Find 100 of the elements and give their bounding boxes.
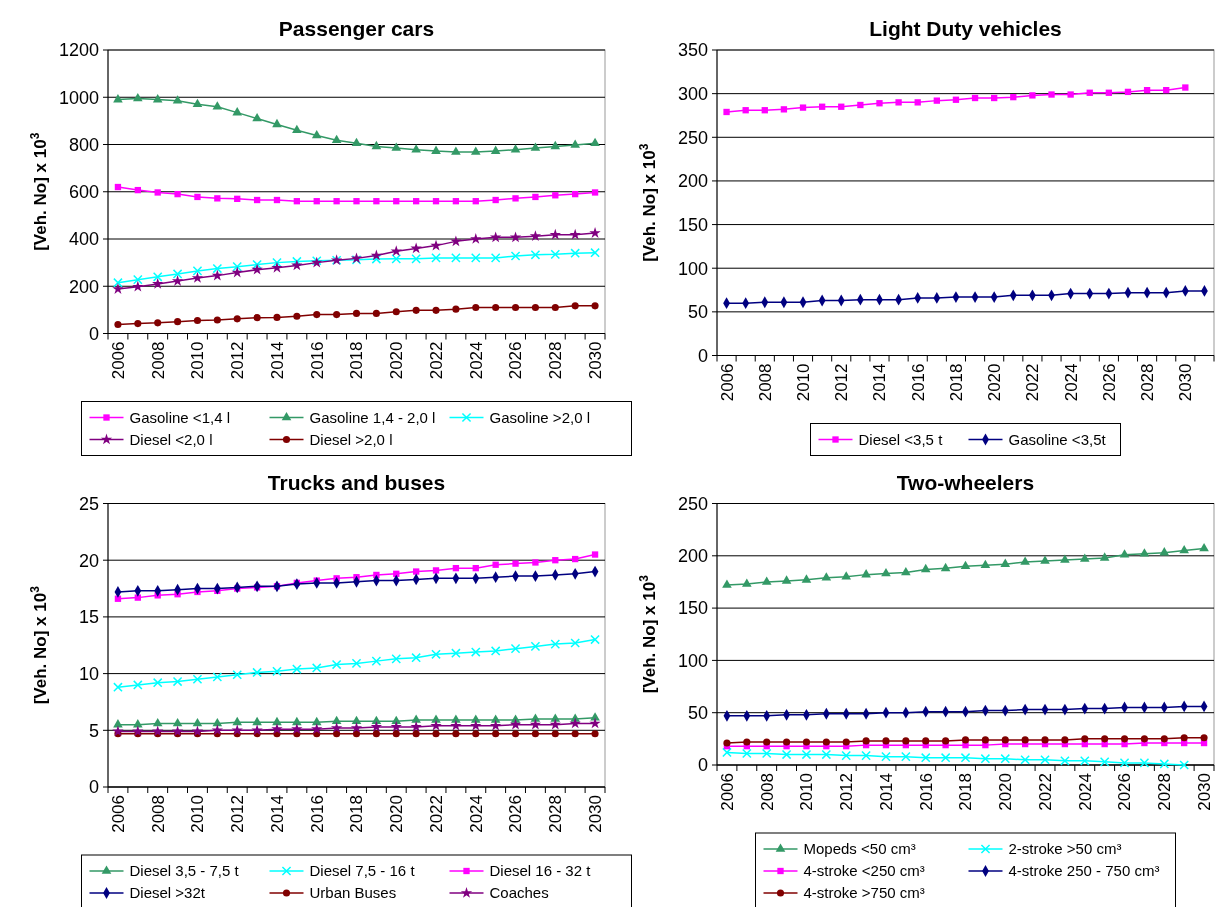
y-tick-label: 50 [687,302,708,323]
x-tick-label: 2008 [148,341,168,380]
y-tick-label: 600 [68,182,99,203]
x-tick-label: 2022 [426,341,446,380]
x-tick-label: 2030 [586,341,606,380]
x-tick-label: 2008 [757,773,777,811]
x-tick-label: 2018 [347,795,367,833]
y-tick-label: 350 [677,40,708,61]
x-tick-label: 2012 [832,363,852,402]
y-tick-label: 250 [677,493,708,514]
legend-label: Diesel 7,5 - 16 t [309,862,416,880]
y-tick-label: 200 [677,171,708,192]
y-tick-label: 100 [677,258,708,279]
x-tick-label: 2016 [908,363,928,402]
x-tick-label: 2014 [870,363,890,402]
y-tick-label: 0 [697,345,708,366]
legend-label: Diesel >32t [129,884,206,902]
x-tick-label: 2024 [466,795,486,833]
legend-label: Gasoline <1,4 l [129,408,230,426]
legend-label: Coaches [489,884,549,902]
y-tick-label: 300 [677,83,708,104]
x-tick-label: 2026 [1099,363,1119,402]
y-tick-label: 0 [88,323,99,344]
chart-title: Trucks and buses [267,470,446,494]
x-tick-label: 2020 [387,795,407,833]
x-tick-label: 2006 [108,341,128,380]
x-tick-label: 2022 [426,795,446,833]
legend-label: Mopeds <50 cm³ [803,840,916,858]
legend-label: 4-stroke >750 cm³ [803,884,925,902]
y-tick-label: 25 [78,493,99,514]
x-tick-label: 2018 [956,773,976,811]
y-tick-label: 200 [68,276,99,297]
x-tick-label: 2018 [946,363,966,402]
x-tick-label: 2014 [267,341,287,380]
y-tick-label: 200 [677,546,708,567]
y-tick-label: 800 [68,134,99,155]
y-tick-label: 0 [697,755,708,776]
x-tick-label: 2024 [1075,773,1095,811]
x-tick-label: 2028 [546,795,566,833]
x-tick-label: 2022 [1023,363,1043,402]
y-tick-label: 150 [677,598,708,619]
x-tick-label: 2030 [1176,363,1196,402]
y-tick-label: 100 [677,650,708,671]
x-tick-label: 2006 [717,773,737,811]
x-tick-label: 2006 [717,363,737,402]
y-tick-label: 15 [78,607,99,628]
x-tick-label: 2016 [307,795,327,833]
x-tick-label: 2006 [108,795,128,833]
legend-label: Gasoline <3,5t [1008,430,1107,448]
y-tick-label: 400 [68,229,99,250]
legend-label: Urban Buses [309,884,397,902]
x-tick-label: 2014 [876,773,896,811]
x-tick-label: 2024 [466,341,486,380]
x-tick-label: 2012 [228,795,248,833]
x-tick-label: 2016 [307,341,327,380]
x-tick-label: 2020 [387,341,407,380]
x-tick-label: 2010 [793,363,813,402]
y-tick-label: 1200 [58,40,99,61]
x-tick-label: 2008 [148,795,168,833]
x-tick-label: 2016 [916,773,936,811]
y-tick-label: 10 [78,663,99,684]
y-tick-label: 1000 [58,87,99,108]
x-tick-label: 2010 [188,341,208,380]
x-tick-label: 2028 [1138,363,1158,402]
x-tick-label: 2012 [228,341,248,380]
x-tick-label: 2024 [1061,363,1081,402]
y-tick-label: 50 [687,703,708,723]
x-tick-label: 2010 [797,773,817,811]
x-tick-label: 2026 [1115,773,1135,811]
y-tick-label: 20 [78,550,99,571]
chart-title: Passenger cars [278,17,435,40]
x-tick-label: 2020 [996,773,1016,811]
legend-label: 2-stroke >50 cm³ [1008,840,1122,858]
legend-label: 4-stroke 250 - 750 cm³ [1008,862,1160,880]
y-tick-label: 150 [677,214,708,235]
x-tick-label: 2020 [985,363,1005,402]
legend-label: Diesel >2,0 l [309,430,393,448]
y-tick-label: 5 [88,720,99,741]
x-tick-label: 2010 [188,795,208,833]
chart-title: Light Duty vehicles [869,17,1062,40]
x-tick-label: 2026 [506,795,526,833]
x-tick-label: 2008 [755,363,775,402]
x-tick-label: 2022 [1035,773,1055,811]
legend-label: Diesel 3,5 - 7,5 t [129,862,240,880]
legend-label: Gasoline 1,4 - 2,0 l [309,408,436,426]
chart-title: Two-wheelers [896,470,1035,494]
x-tick-label: 2030 [1195,773,1215,811]
x-tick-label: 2028 [1155,773,1175,811]
x-tick-label: 2026 [506,341,526,380]
x-tick-label: 2028 [546,341,566,380]
x-tick-label: 2012 [837,773,857,811]
y-tick-label: 250 [677,127,708,148]
legend-label: Diesel 16 - 32 t [489,862,592,880]
legend-label: Gasoline >2,0 l [489,408,590,426]
x-tick-label: 2014 [267,795,287,833]
legend-label: Diesel <2,0 l [129,430,213,448]
x-tick-label: 2018 [347,341,367,380]
y-tick-label: 0 [88,777,99,798]
legend-label: 4-stroke <250 cm³ [803,862,925,880]
legend-label: Diesel <3,5 t [858,430,944,448]
